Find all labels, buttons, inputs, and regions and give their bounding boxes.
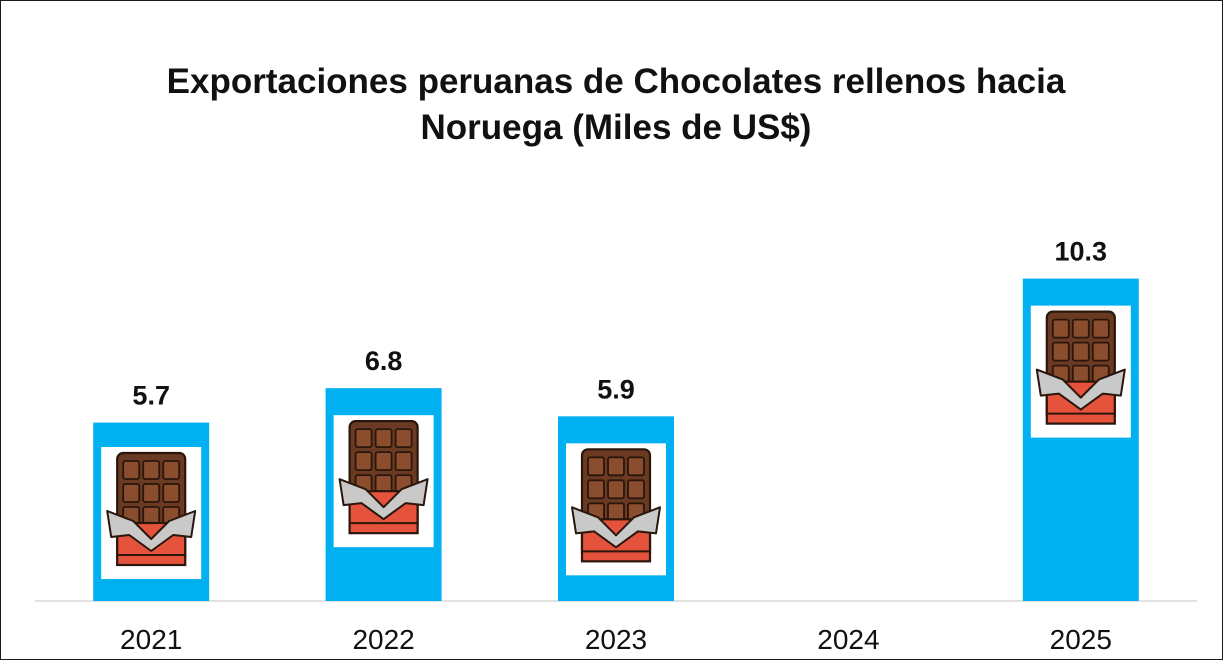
chocolate-bar-icon xyxy=(333,415,434,548)
x-tick-label-2024: 2024 xyxy=(817,624,879,655)
chart-title: Exportaciones peruanas de Chocolates rel… xyxy=(166,62,1066,147)
chocolate-bar-icon xyxy=(101,447,202,579)
data-label-2022: 6.8 xyxy=(365,346,403,376)
x-tick-label-2021: 2021 xyxy=(120,624,182,655)
data-label-2025: 10.3 xyxy=(1055,237,1108,267)
data-label-2021: 5.7 xyxy=(132,381,170,411)
x-tick-label-2023: 2023 xyxy=(585,624,647,655)
chocolate-bar-icon xyxy=(566,443,666,576)
data-label-2023: 5.9 xyxy=(597,374,635,404)
chocolate-bar-icon xyxy=(1030,305,1131,438)
x-tick-label-2025: 2025 xyxy=(1050,624,1112,655)
x-tick-label-2022: 2022 xyxy=(352,624,414,655)
